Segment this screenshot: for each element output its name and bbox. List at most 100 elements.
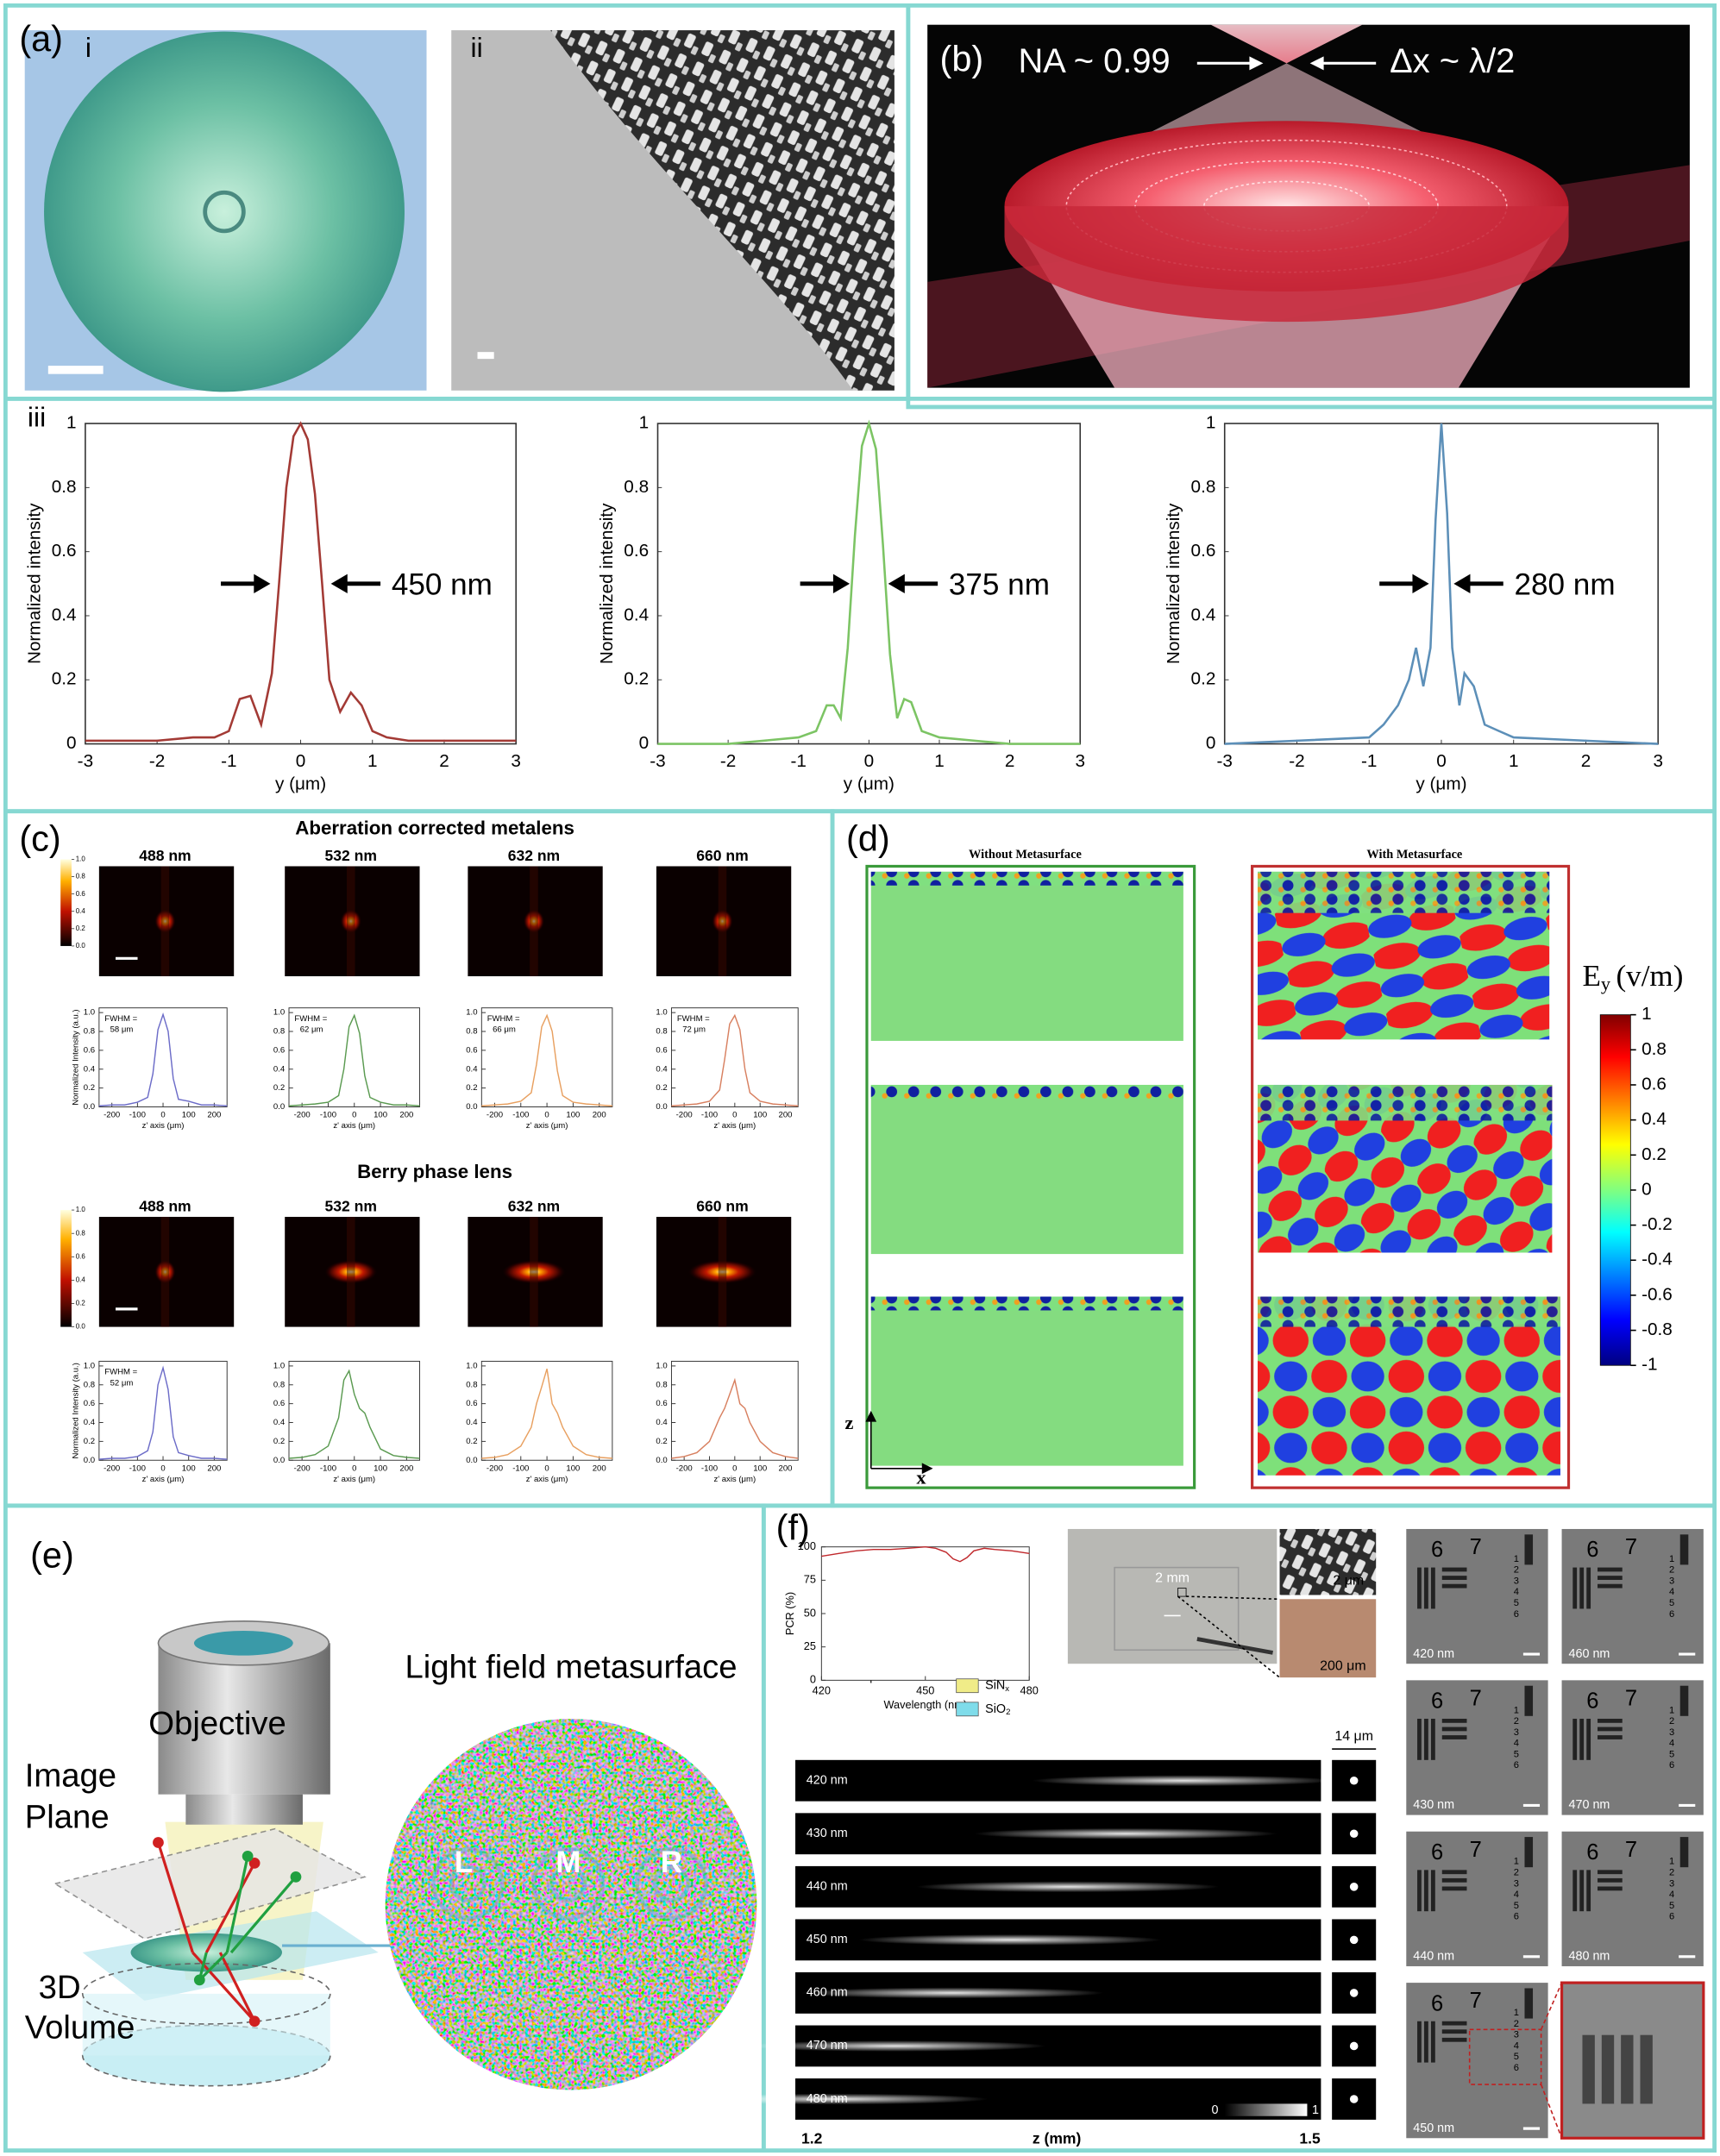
- usaf-element: 4: [1514, 1739, 1519, 1749]
- arrowhead: [330, 573, 348, 593]
- usaf-bar: [1417, 1718, 1422, 1760]
- x-tick-label: 100: [753, 1111, 767, 1120]
- y-tick-label: 0.8: [273, 1380, 285, 1389]
- x-axis-label: y (μm): [844, 774, 895, 794]
- axis-label: z: [844, 1412, 853, 1433]
- y-tick-label: 0.2: [466, 1437, 477, 1446]
- usaf-element: 2: [1514, 1716, 1519, 1727]
- y-axis-label: Normalized Intensity (a.u.): [72, 1363, 81, 1458]
- ray: [229, 1876, 298, 1954]
- column-title: 632 nm: [508, 1198, 560, 1215]
- y-tick-label: 0.2: [656, 1083, 667, 1093]
- colorbar-tick-label: 0.4: [76, 907, 86, 915]
- label: Objective: [148, 1705, 286, 1742]
- y-tick-label: 0.0: [656, 1102, 667, 1112]
- y-tick-label: 0: [1206, 733, 1216, 753]
- usaf-element: 3: [1669, 1878, 1674, 1889]
- y-tick-label: 0.6: [466, 1399, 477, 1408]
- y-tick-label: 0.6: [273, 1045, 285, 1055]
- plot-frame: [670, 1360, 799, 1461]
- usaf-bar: [1441, 1583, 1467, 1589]
- scale-bar: [477, 352, 494, 360]
- y-tick-label: 0.2: [273, 1083, 285, 1093]
- usaf-element: 6: [1514, 1912, 1519, 1922]
- region-label: R: [661, 1846, 682, 1879]
- data-line: [821, 1545, 1030, 1563]
- symbol: E: [1582, 959, 1600, 993]
- y-tick-label: 100: [798, 1539, 816, 1552]
- arrowhead: [888, 573, 905, 593]
- beam-top: [1210, 24, 1363, 64]
- ray: [218, 1952, 256, 2022]
- focal-streak: [1032, 1775, 1335, 1787]
- colorbar-tick-label: 0.6: [76, 890, 86, 898]
- annotation: NA ~ 0.99: [1018, 42, 1170, 80]
- x-tick-label: -1: [1361, 751, 1377, 771]
- x-tick-label: 200: [779, 1111, 793, 1120]
- zoom-box: [1177, 1588, 1187, 1597]
- y-tick-label: 0.0: [656, 1456, 667, 1465]
- column-title: 632 nm: [508, 847, 560, 864]
- colorbar-tick-label: 0.8: [76, 1229, 86, 1237]
- y-axis-label: Normalized Intensity (a.u.): [72, 1009, 81, 1105]
- spot: [1349, 2041, 1359, 2051]
- plot-frame: [98, 1007, 228, 1107]
- annotation: Δx ~ λ/2: [1390, 42, 1515, 80]
- rays: [153, 1837, 302, 2028]
- usaf-bar: [1431, 1870, 1435, 1912]
- colorbar-tick-label: 0: [1642, 1179, 1652, 1199]
- y-tick-label: 0.8: [466, 1380, 477, 1389]
- annotation: 450 nm: [392, 567, 493, 601]
- x-tick-label: -200: [486, 1111, 503, 1120]
- usaf-element: 5: [1669, 1749, 1674, 1759]
- usaf-bar: [1431, 1567, 1435, 1609]
- usaf-element: 2: [1669, 1716, 1674, 1727]
- usaf-bar: [1441, 2021, 1467, 2026]
- legend-label: SiO2: [985, 1702, 1010, 1717]
- sem-nanofins: [550, 30, 895, 391]
- usaf-label: 420 nm: [1413, 1647, 1454, 1661]
- usaf-element: 2: [1514, 1868, 1519, 1878]
- x-tick-label: 3: [1653, 751, 1663, 771]
- bar-label: 420 nm: [807, 1774, 848, 1788]
- usaf-bar: [1441, 1877, 1467, 1883]
- focal-streak: [974, 1827, 1277, 1839]
- panel-label: (e): [30, 1534, 74, 1575]
- usaf-group: 6: [1431, 1689, 1443, 1714]
- colorbar-label: Ey (v/m): [1582, 959, 1683, 994]
- x-axis-label: y (μm): [1416, 774, 1466, 794]
- usaf-element: 5: [1514, 1598, 1519, 1608]
- scale-label: 14 μm: [1334, 1729, 1373, 1744]
- y-tick-label: 0.2: [84, 1083, 95, 1093]
- x-tick-label: 0: [732, 1463, 737, 1473]
- point: [153, 1837, 164, 1848]
- x-tick-label: 1: [934, 751, 945, 771]
- label: Image: [25, 1758, 116, 1795]
- usaf-element: 5: [1514, 1901, 1519, 1911]
- usaf-bar: [1441, 1567, 1467, 1572]
- usaf-element: 1: [1514, 1554, 1519, 1564]
- zoom-line: [1540, 1982, 1563, 2030]
- x-tick-label: -200: [486, 1463, 503, 1473]
- photo-sample: [1114, 1566, 1240, 1651]
- colorbar-tick-label: 0.8: [1642, 1039, 1667, 1059]
- x-tick-label: 0: [160, 1463, 165, 1473]
- x-tick-label: 450: [916, 1683, 934, 1696]
- scale-bar: [47, 366, 104, 374]
- y-tick-label: 0.6: [273, 1399, 285, 1408]
- usaf-label: 460 nm: [1569, 1647, 1610, 1661]
- y-tick-label: 0.8: [273, 1027, 285, 1037]
- usaf-bar: [1579, 1718, 1585, 1760]
- x-tick-label: 200: [593, 1111, 606, 1120]
- legend-subscript: x: [1005, 1683, 1009, 1693]
- x-tick-label: -100: [701, 1111, 718, 1120]
- y-tick-label: 0.0: [466, 1102, 477, 1112]
- y-tick-label: 0.0: [84, 1456, 95, 1465]
- y-tick-label: 1: [1206, 413, 1216, 433]
- usaf-bar: [1601, 2034, 1615, 2104]
- y-tick-label: 0.6: [52, 541, 77, 561]
- ring: [449, 1865, 486, 1902]
- usaf-element: 6: [1669, 1760, 1674, 1771]
- annotation: FWHM =: [677, 1014, 710, 1024]
- usaf-element: 4: [1514, 1890, 1519, 1900]
